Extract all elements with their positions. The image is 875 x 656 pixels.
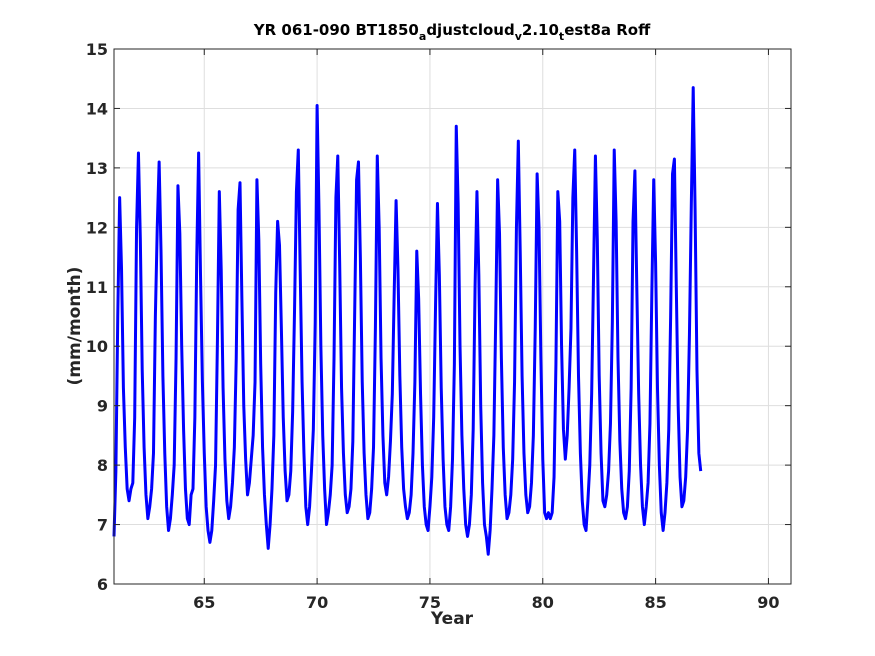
chart-title-part: t [559, 30, 564, 43]
y-tick-label: 13 [86, 159, 108, 178]
chart-title-part: 2.10 [522, 21, 559, 39]
series-line [112, 86, 703, 556]
chart-title-part: v [515, 30, 523, 43]
x-tick-label: 90 [757, 593, 779, 612]
x-tick-label: 75 [419, 593, 441, 612]
x-tick-label: 65 [193, 593, 215, 612]
x-tick-label: 85 [644, 593, 666, 612]
series-layer [112, 86, 703, 556]
y-tick-label: 7 [97, 516, 108, 535]
y-tick-label: 11 [86, 278, 108, 297]
y-tick-label: 14 [86, 99, 108, 118]
chart-title-part: est8a Roff [564, 21, 651, 39]
chart-title: YR 061-090 BT1850adjustcloudv2.10test8a … [253, 21, 651, 43]
y-tick-label: 6 [97, 575, 108, 594]
x-axis-label: Year [430, 609, 474, 629]
y-axis-label: (mm/month) [65, 267, 85, 386]
x-axis: 65 70 75 80 85 90 [193, 49, 780, 612]
y-tick-label: 15 [86, 40, 108, 59]
chart-title-part: djustcloud [426, 21, 514, 39]
plot-frame [113, 48, 792, 585]
x-tick-label: 80 [532, 593, 554, 612]
y-tick-label: 12 [86, 218, 108, 237]
chart-title-part: a [419, 30, 426, 43]
y-axis: 6 7 8 9 10 11 12 13 14 15 [86, 40, 791, 594]
y-tick-label: 8 [97, 456, 108, 475]
chart-title-part: YR 061-090 BT1850 [253, 21, 419, 39]
x-tick-label: 70 [306, 593, 328, 612]
y-tick-label: 9 [97, 397, 108, 416]
y-tick-label: 10 [86, 337, 108, 356]
